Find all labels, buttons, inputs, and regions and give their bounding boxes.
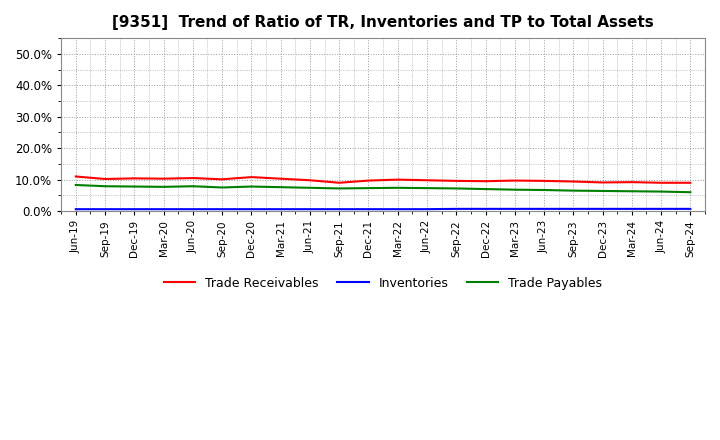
- Trade Receivables: [540, 178, 549, 183]
- Trade Receivables: [481, 179, 490, 184]
- Trade Receivables: [217, 177, 226, 182]
- Trade Payables: [686, 190, 695, 195]
- Trade Payables: [335, 186, 343, 191]
- Trade Payables: [101, 183, 109, 189]
- Inventories: [159, 206, 168, 212]
- Trade Receivables: [452, 178, 461, 183]
- Trade Payables: [569, 188, 577, 193]
- Trade Payables: [217, 185, 226, 190]
- Inventories: [335, 206, 343, 212]
- Trade Receivables: [276, 176, 285, 181]
- Inventories: [540, 206, 549, 212]
- Inventories: [217, 206, 226, 212]
- Trade Payables: [481, 187, 490, 192]
- Trade Payables: [276, 184, 285, 190]
- Trade Receivables: [686, 180, 695, 185]
- Legend: Trade Receivables, Inventories, Trade Payables: Trade Receivables, Inventories, Trade Pa…: [159, 272, 608, 295]
- Trade Payables: [393, 185, 402, 191]
- Inventories: [189, 206, 197, 212]
- Trade Receivables: [305, 178, 314, 183]
- Title: [9351]  Trend of Ratio of TR, Inventories and TP to Total Assets: [9351] Trend of Ratio of TR, Inventories…: [112, 15, 654, 30]
- Trade Payables: [130, 184, 139, 189]
- Trade Receivables: [598, 180, 607, 185]
- Inventories: [423, 206, 431, 212]
- Inventories: [569, 206, 577, 212]
- Inventories: [481, 206, 490, 212]
- Trade Payables: [452, 186, 461, 191]
- Inventories: [686, 206, 695, 212]
- Trade Receivables: [510, 178, 519, 183]
- Inventories: [130, 206, 139, 212]
- Trade Payables: [510, 187, 519, 192]
- Trade Receivables: [423, 178, 431, 183]
- Trade Payables: [189, 183, 197, 189]
- Trade Receivables: [569, 179, 577, 184]
- Trade Payables: [71, 182, 80, 187]
- Inventories: [452, 206, 461, 212]
- Inventories: [598, 206, 607, 212]
- Trade Receivables: [247, 175, 256, 180]
- Trade Receivables: [159, 176, 168, 181]
- Inventories: [393, 206, 402, 212]
- Trade Receivables: [335, 180, 343, 185]
- Trade Receivables: [101, 176, 109, 182]
- Inventories: [657, 206, 665, 212]
- Trade Receivables: [657, 180, 665, 185]
- Line: Trade Receivables: Trade Receivables: [76, 176, 690, 183]
- Trade Payables: [628, 189, 636, 194]
- Trade Receivables: [130, 176, 139, 181]
- Trade Payables: [540, 187, 549, 193]
- Trade Receivables: [71, 174, 80, 179]
- Trade Payables: [364, 186, 373, 191]
- Trade Payables: [305, 185, 314, 191]
- Inventories: [101, 206, 109, 212]
- Inventories: [71, 206, 80, 212]
- Trade Payables: [657, 189, 665, 194]
- Trade Payables: [423, 186, 431, 191]
- Inventories: [247, 206, 256, 212]
- Inventories: [305, 206, 314, 212]
- Trade Payables: [247, 184, 256, 189]
- Trade Receivables: [189, 176, 197, 181]
- Inventories: [364, 206, 373, 212]
- Trade Receivables: [393, 177, 402, 182]
- Line: Trade Payables: Trade Payables: [76, 185, 690, 192]
- Inventories: [628, 206, 636, 212]
- Trade Payables: [598, 188, 607, 194]
- Trade Receivables: [628, 180, 636, 185]
- Trade Payables: [159, 184, 168, 190]
- Inventories: [276, 206, 285, 212]
- Trade Receivables: [364, 178, 373, 183]
- Inventories: [510, 206, 519, 212]
